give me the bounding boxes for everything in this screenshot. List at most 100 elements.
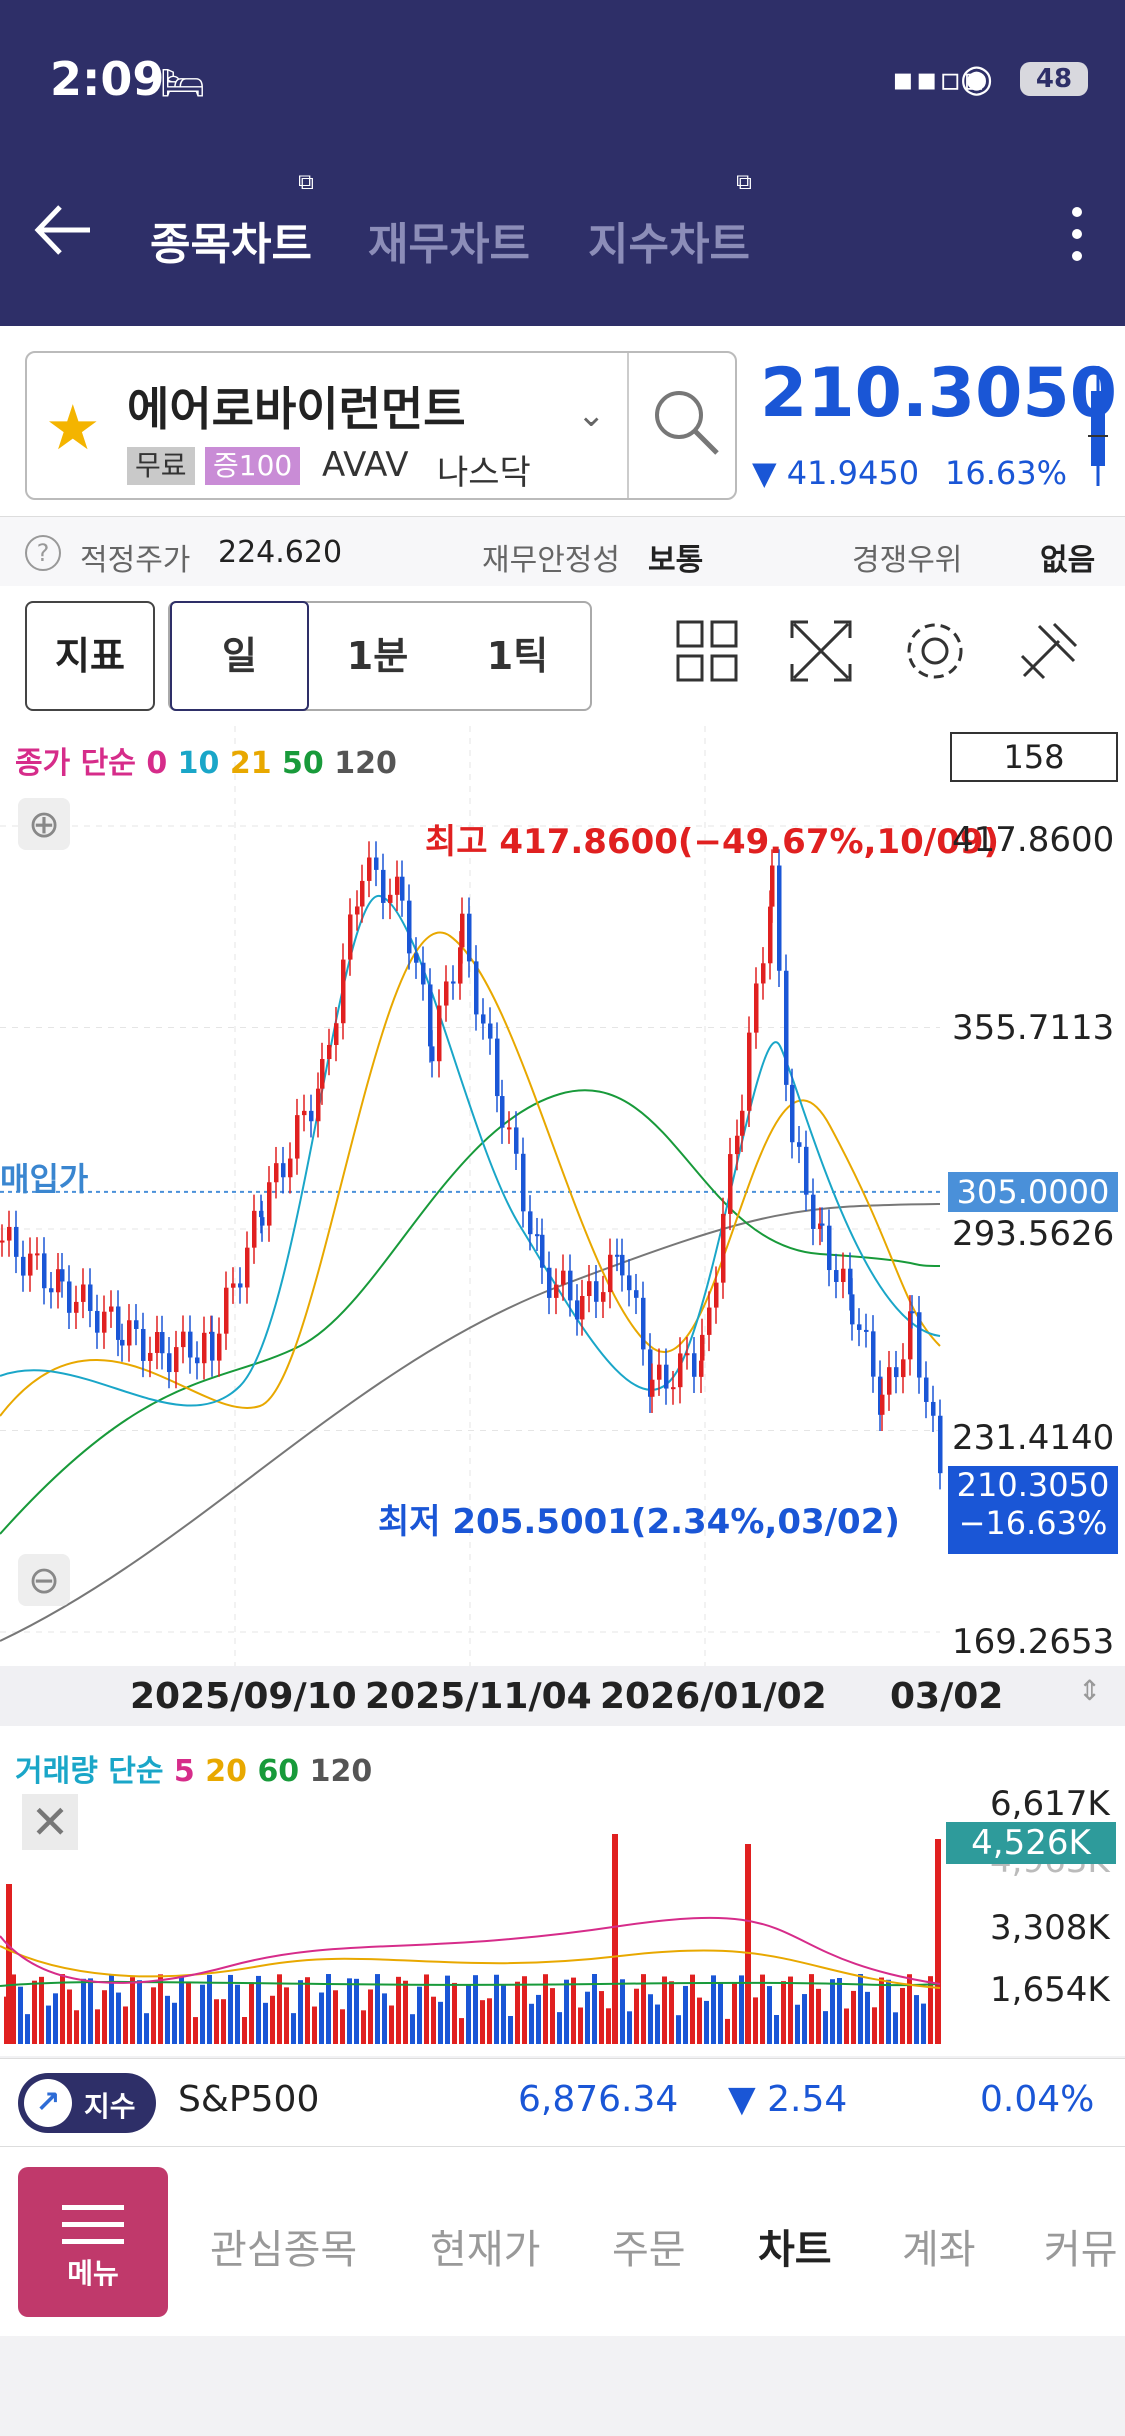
index-button[interactable]: ↗ 지수: [18, 2073, 156, 2133]
candle: [174, 1347, 179, 1373]
volume-bar: [914, 1995, 919, 2044]
buy-price-label: 매입가: [0, 1160, 89, 1198]
volume-bar: [144, 2013, 149, 2044]
home-indicator-area: [0, 2336, 1125, 2436]
volume-bar: [361, 2010, 366, 2044]
y-tick-3: 293.5626: [952, 1214, 1115, 1254]
candle: [102, 1311, 107, 1333]
period-selector: 일 1분 1틱: [168, 601, 592, 711]
volume-bar: [305, 1977, 310, 2044]
volume-chart[interactable]: 거래량 단순 5 20 60 120 ✕ 6,617K 4,963K 3,308…: [0, 1726, 1125, 2056]
volume-bar: [235, 1984, 240, 2044]
candle: [395, 876, 400, 895]
resize-handle-icon[interactable]: ⇕: [1078, 1674, 1102, 1707]
volume-bar: [921, 2003, 926, 2044]
candle: [820, 1223, 825, 1226]
candle: [35, 1253, 40, 1256]
volume-bar: [39, 1976, 44, 2044]
volume-bar: [18, 1986, 23, 2044]
candle: [281, 1163, 286, 1178]
candle: [327, 1044, 332, 1060]
period-1tick[interactable]: 1틱: [486, 634, 549, 678]
volume-bar: [109, 1974, 114, 2044]
candle: [116, 1306, 121, 1340]
candle: [14, 1226, 19, 1257]
volume-bar: [417, 1986, 422, 2044]
volume-legend: 거래량 단순 5 20 60 120: [15, 1746, 372, 1790]
candle: [692, 1353, 697, 1377]
volume-bar: [515, 1981, 520, 2044]
volume-bar: [354, 1978, 359, 2044]
y-tick-5: 169.2653: [952, 1622, 1115, 1662]
period-day[interactable]: 일: [170, 601, 309, 711]
candle: [388, 894, 393, 903]
close-icon[interactable]: ✕: [22, 1794, 78, 1850]
back-arrow-icon[interactable]: [30, 195, 100, 265]
volume-bar: [403, 1980, 408, 2044]
candle: [400, 876, 405, 901]
candle: [721, 1213, 726, 1283]
volume-chart-canvas[interactable]: [0, 1726, 1125, 2056]
candle: [160, 1332, 165, 1354]
tools-icon[interactable]: [1014, 616, 1084, 686]
volume-bar: [263, 2002, 268, 2044]
candle: [575, 1300, 580, 1320]
candle: [910, 1311, 915, 1314]
volume-bar: [81, 1978, 86, 2044]
candle: [740, 1110, 745, 1136]
candle: [938, 1415, 943, 1474]
candle: [554, 1284, 559, 1298]
settings-gear-icon[interactable]: [900, 616, 970, 686]
indicator-button[interactable]: 지표: [25, 601, 155, 711]
volume-bar: [676, 2015, 681, 2044]
fullscreen-icon[interactable]: [786, 616, 856, 686]
star-icon[interactable]: ★: [45, 391, 101, 464]
volume-bar: [585, 1991, 590, 2044]
candle: [887, 1367, 892, 1395]
nav-order[interactable]: 주문: [612, 2227, 686, 2273]
search-icon[interactable]: [647, 383, 727, 463]
wifi-icon: ◉: [960, 56, 994, 100]
tab-financial-chart[interactable]: 재무차트: [368, 219, 530, 270]
help-icon[interactable]: ?: [25, 535, 61, 571]
valuation-row: ? 적정주가 224.620 재무안정성 보통 경쟁우위 없음: [0, 516, 1125, 588]
nav-account[interactable]: 계좌: [902, 2227, 976, 2273]
tab-index-chart[interactable]: 지수차트: [588, 219, 750, 270]
volume-bar: [74, 2010, 79, 2044]
candle: [134, 1320, 139, 1329]
volume-bar: [837, 1978, 842, 2044]
vma-5: 5: [173, 1754, 195, 1789]
volume-bar: [179, 1975, 184, 2044]
volume-bar: [214, 1999, 219, 2044]
nav-community[interactable]: 커뮤: [1044, 2227, 1118, 2273]
candle-count-box[interactable]: 158: [950, 732, 1118, 782]
volume-bar: [536, 1994, 541, 2044]
candle: [648, 1349, 653, 1397]
tab-stock-chart[interactable]: 종목차트: [150, 219, 312, 270]
nav-watchlist[interactable]: 관심종목: [210, 2227, 358, 2273]
price-change: ▼ 41.9450: [752, 454, 920, 492]
volume-bar: [410, 2014, 415, 2044]
period-1min[interactable]: 1분: [346, 634, 409, 678]
price-chart[interactable]: 종가 단순 0 10 21 50 120 158 ⊕ ⊖ 최고 417.8600…: [0, 726, 1125, 1666]
cellular-signal-icon: ▪▪▫▫: [892, 60, 987, 98]
battery-icon: 48: [1020, 62, 1088, 96]
candle: [467, 913, 472, 962]
chevron-down-icon[interactable]: ⌄: [577, 395, 606, 435]
x-axis: 2025/09/10 2025/11/04 2026/01/02 03/02 ⇕: [0, 1666, 1125, 1726]
zoom-out-icon[interactable]: ⊖: [18, 1554, 70, 1606]
index-ticker-bar[interactable]: ↗ 지수 S&P500 6,876.34 ▼ 2.54 0.04%: [0, 2058, 1125, 2147]
stock-selector[interactable]: ★ 에어로바이런먼트 ⌄ 무료 증100 AVAV 나스닥: [25, 351, 737, 500]
grid-layout-icon[interactable]: [672, 616, 742, 686]
candle: [857, 1324, 862, 1330]
candle: [827, 1225, 832, 1271]
nav-quote[interactable]: 현재가: [430, 2227, 541, 2273]
price-chart-canvas[interactable]: [0, 726, 1125, 1666]
volume-bar: [207, 1974, 212, 2044]
zoom-in-icon[interactable]: ⊕: [18, 798, 70, 850]
candle: [334, 1023, 339, 1045]
more-icon[interactable]: [1062, 195, 1092, 275]
menu-button[interactable]: 메뉴: [18, 2167, 168, 2317]
link-icon: ⧉: [736, 170, 752, 195]
nav-chart[interactable]: 차트: [758, 2227, 832, 2273]
